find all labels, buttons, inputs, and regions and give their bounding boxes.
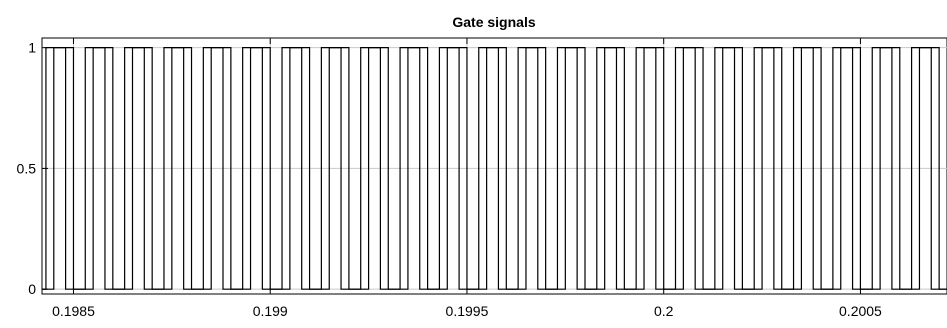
x-tick-label: 0.1985: [52, 303, 95, 319]
y-tick-label: 0.5: [17, 160, 37, 176]
y-tick-label: 0: [28, 281, 36, 297]
x-tick-label: 0.199: [253, 303, 288, 319]
x-tick-label: 0.2: [654, 303, 674, 319]
signal-series: [42, 47, 947, 290]
axis-ticks: 0 0.5 1 0.1985 0.199 0.1995 0.2 0.2005: [17, 38, 882, 319]
chart-title: Gate signals: [452, 14, 535, 30]
y-tick-label: 1: [28, 40, 36, 56]
x-tick-label: 0.1995: [446, 303, 489, 319]
gate-signal-line-2: [42, 47, 947, 290]
x-tick-label: 0.2005: [839, 303, 882, 319]
plot-area: [41, 37, 947, 295]
